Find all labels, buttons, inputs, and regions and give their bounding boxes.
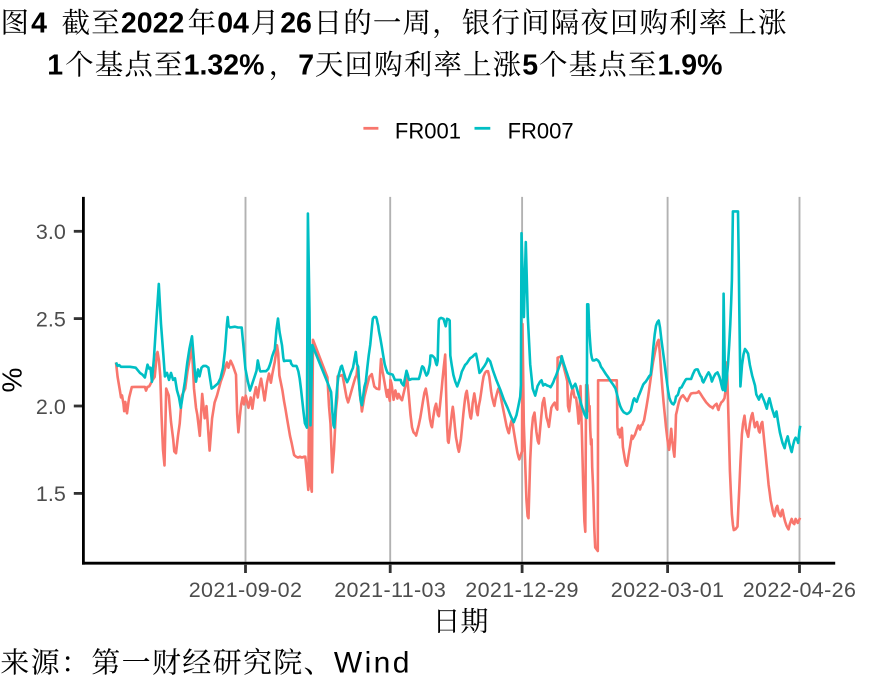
svg-text:4: 4: [31, 8, 47, 40]
svg-text:5: 5: [522, 50, 538, 82]
svg-text:2022-03-01: 2022-03-01: [611, 578, 725, 602]
svg-text:2.5: 2.5: [36, 307, 66, 331]
svg-text:2021-11-03: 2021-11-03: [334, 578, 446, 602]
svg-text:Wind: Wind: [334, 647, 412, 680]
svg-text:FR001: FR001: [395, 119, 461, 144]
svg-text:7: 7: [298, 50, 314, 82]
svg-text:1.5: 1.5: [36, 482, 66, 506]
svg-text:2021-12-29: 2021-12-29: [465, 578, 579, 602]
svg-text:04: 04: [217, 8, 249, 40]
svg-text:2022-04-26: 2022-04-26: [743, 578, 857, 602]
svg-text:%: %: [0, 368, 28, 393]
svg-text:1: 1: [47, 50, 63, 82]
svg-text:26: 26: [280, 8, 312, 40]
svg-text:FR007: FR007: [508, 119, 574, 144]
svg-text:2022: 2022: [121, 8, 184, 40]
svg-text:2021-09-02: 2021-09-02: [189, 578, 303, 602]
svg-text:3.0: 3.0: [36, 220, 66, 244]
svg-text:1.9%: 1.9%: [658, 50, 723, 82]
svg-text:1.32%: 1.32%: [184, 50, 265, 82]
svg-text:2.0: 2.0: [36, 395, 66, 419]
